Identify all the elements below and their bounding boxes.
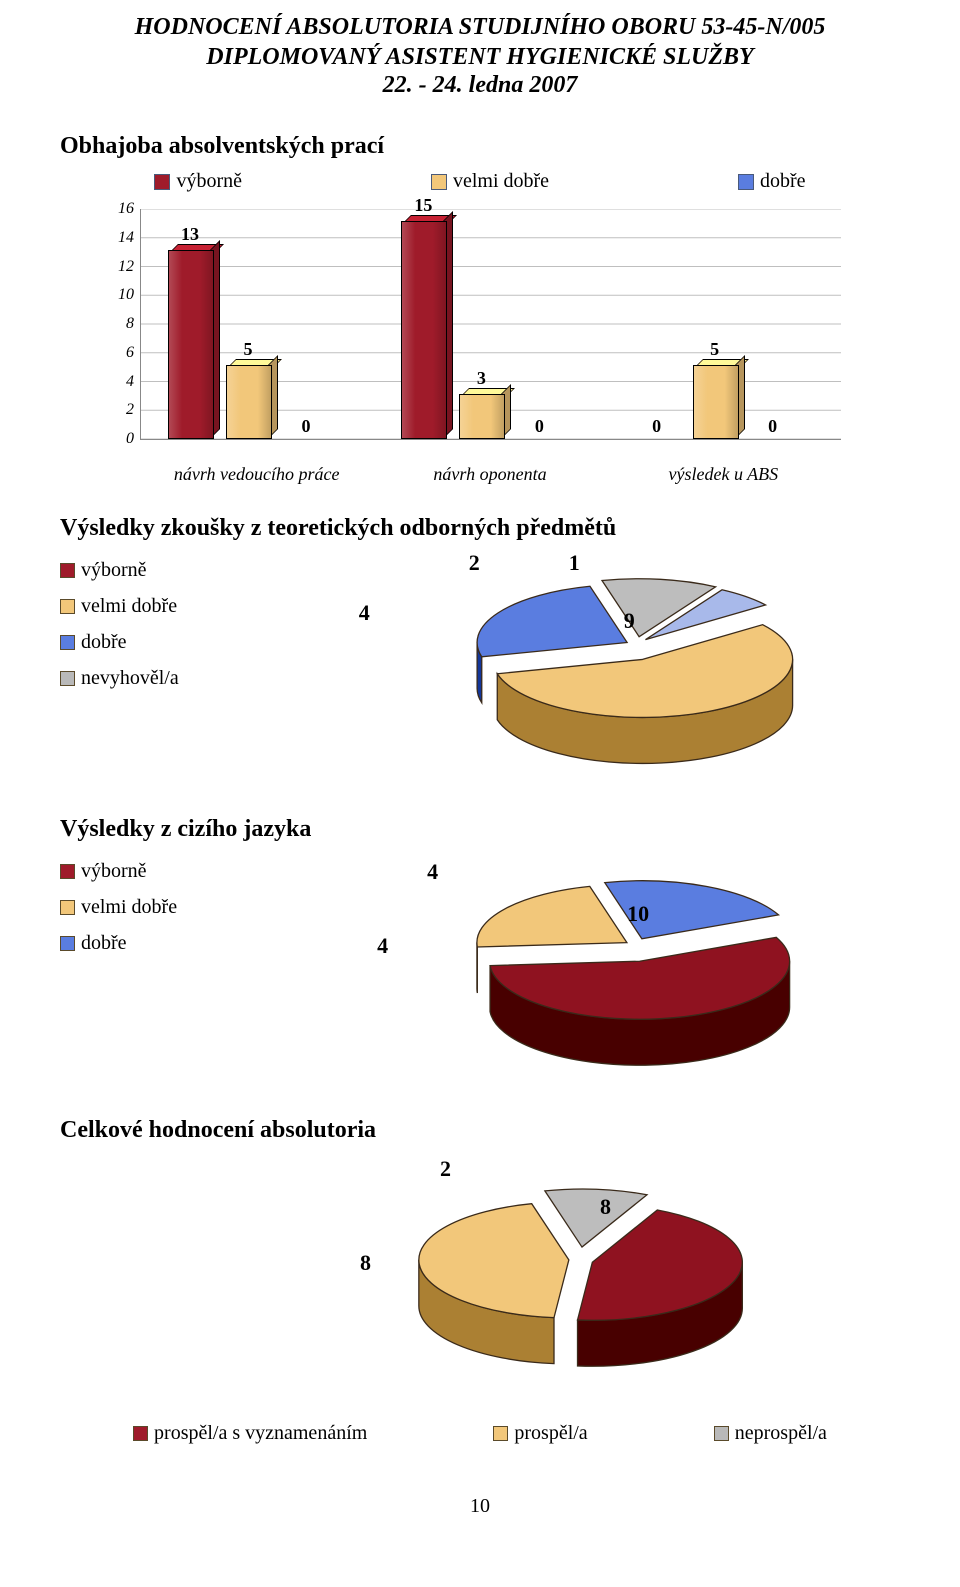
pie-value: 1 xyxy=(569,550,580,576)
legend-swatch-vyborne xyxy=(154,174,170,190)
bar: 0 xyxy=(284,438,328,439)
legend-swatch xyxy=(60,563,75,578)
y-tick: 16 xyxy=(100,200,134,218)
pie-value: 8 xyxy=(600,1194,611,1220)
bar-value: 3 xyxy=(461,368,501,389)
page-title-date: 22. - 24. ledna 2007 xyxy=(60,72,900,99)
bar-value: 0 xyxy=(753,416,793,437)
pie-value: 4 xyxy=(359,600,370,626)
y-tick: 12 xyxy=(100,258,134,276)
bar: 5 xyxy=(226,367,270,439)
x-label: návrh oponenta xyxy=(373,464,606,485)
pie-value: 2 xyxy=(469,550,480,576)
pie-value: 2 xyxy=(440,1156,451,1182)
legend-label: výborně xyxy=(81,853,147,889)
legend-label: dobře xyxy=(81,925,127,961)
legend-item: dobře xyxy=(738,170,806,193)
pie3: 2 8 8 xyxy=(60,1154,900,1404)
y-tick: 4 xyxy=(100,373,134,391)
legend-label: velmi dobře xyxy=(81,889,177,925)
bar: 13 xyxy=(168,252,212,439)
bar-value: 0 xyxy=(286,416,326,437)
y-tick: 14 xyxy=(100,229,134,247)
bar-value: 13 xyxy=(170,224,210,245)
section1-title: Obhajoba absolventských prací xyxy=(60,133,900,160)
legend-swatch xyxy=(133,1426,148,1441)
y-tick: 6 xyxy=(100,344,134,362)
pie1: výborně velmi dobře dobře nevyhověl/a 2 1… xyxy=(60,552,900,782)
legend-swatch xyxy=(60,671,75,686)
bar-chart: 0246810121416 13501530050 návrh vedoucíh… xyxy=(100,199,860,479)
bar: 15 xyxy=(401,223,445,439)
bar: 0 xyxy=(751,438,795,439)
y-tick: 8 xyxy=(100,315,134,333)
x-label: výsledek u ABS xyxy=(607,464,840,485)
bar-value: 5 xyxy=(228,339,268,360)
legend-label: výborně xyxy=(176,170,242,193)
legend-swatch xyxy=(714,1426,729,1441)
legend-label: prospěl/a s vyznamenáním xyxy=(154,1422,367,1445)
pie-value: 4 xyxy=(427,859,438,885)
legend-swatch xyxy=(60,599,75,614)
legend-label: výborně xyxy=(81,552,147,588)
page-title-line1: HODNOCENÍ ABSOLUTORIA STUDIJNÍHO OBORU 5… xyxy=(60,12,900,42)
pie-value: 8 xyxy=(360,1250,371,1276)
bar-value: 15 xyxy=(403,195,443,216)
section2-title: Výsledky zkoušky z teoretických odbornýc… xyxy=(60,515,900,542)
legend-label: velmi dobře xyxy=(453,170,549,193)
legend-swatch xyxy=(60,936,75,951)
pie-value: 9 xyxy=(624,608,635,634)
legend-label: dobře xyxy=(760,170,806,193)
legend-swatch xyxy=(60,635,75,650)
legend-item: výborně xyxy=(154,170,242,193)
legend-label: velmi dobře xyxy=(81,588,177,624)
bar: 0 xyxy=(635,438,679,439)
legend-swatch-velmi-dobre xyxy=(431,174,447,190)
y-tick: 2 xyxy=(100,401,134,419)
bar-value: 0 xyxy=(519,416,559,437)
legend-swatch-dobre xyxy=(738,174,754,190)
page-number: 10 xyxy=(60,1495,900,1518)
section3-title: Výsledky z cizího jazyka xyxy=(60,816,900,843)
page-title-line2: DIPLOMOVANÝ ASISTENT HYGIENICKÉ SLUŽBY xyxy=(60,42,900,72)
pie1-legend: výborně velmi dobře dobře nevyhověl/a xyxy=(60,552,179,696)
bar: 5 xyxy=(693,367,737,439)
barchart-legend: výborně velmi dobře dobře xyxy=(60,170,900,193)
pie2-legend: výborně velmi dobře dobře xyxy=(60,853,177,961)
pie2: výborně velmi dobře dobře 4 10 4 xyxy=(60,853,900,1083)
bar: 3 xyxy=(459,396,503,439)
bar-value: 5 xyxy=(695,339,735,360)
legend-label: neprospěl/a xyxy=(735,1422,827,1445)
x-label: návrh vedoucího práce xyxy=(140,464,373,485)
pie3-legend: prospěl/a s vyznamenáním prospěl/a nepro… xyxy=(70,1422,890,1445)
legend-swatch xyxy=(60,900,75,915)
legend-swatch xyxy=(60,864,75,879)
legend-label: dobře xyxy=(81,624,127,660)
legend-label: nevyhověl/a xyxy=(81,660,179,696)
pie-value: 10 xyxy=(627,901,649,927)
y-tick: 0 xyxy=(100,430,134,448)
legend-label: prospěl/a xyxy=(514,1422,587,1445)
legend-swatch xyxy=(493,1426,508,1441)
section4-title: Celkové hodnocení absolutoria xyxy=(60,1117,900,1144)
y-tick: 10 xyxy=(100,286,134,304)
legend-item: velmi dobře xyxy=(431,170,549,193)
bar: 0 xyxy=(517,438,561,439)
pie-value: 4 xyxy=(377,933,388,959)
bar-value: 0 xyxy=(637,416,677,437)
